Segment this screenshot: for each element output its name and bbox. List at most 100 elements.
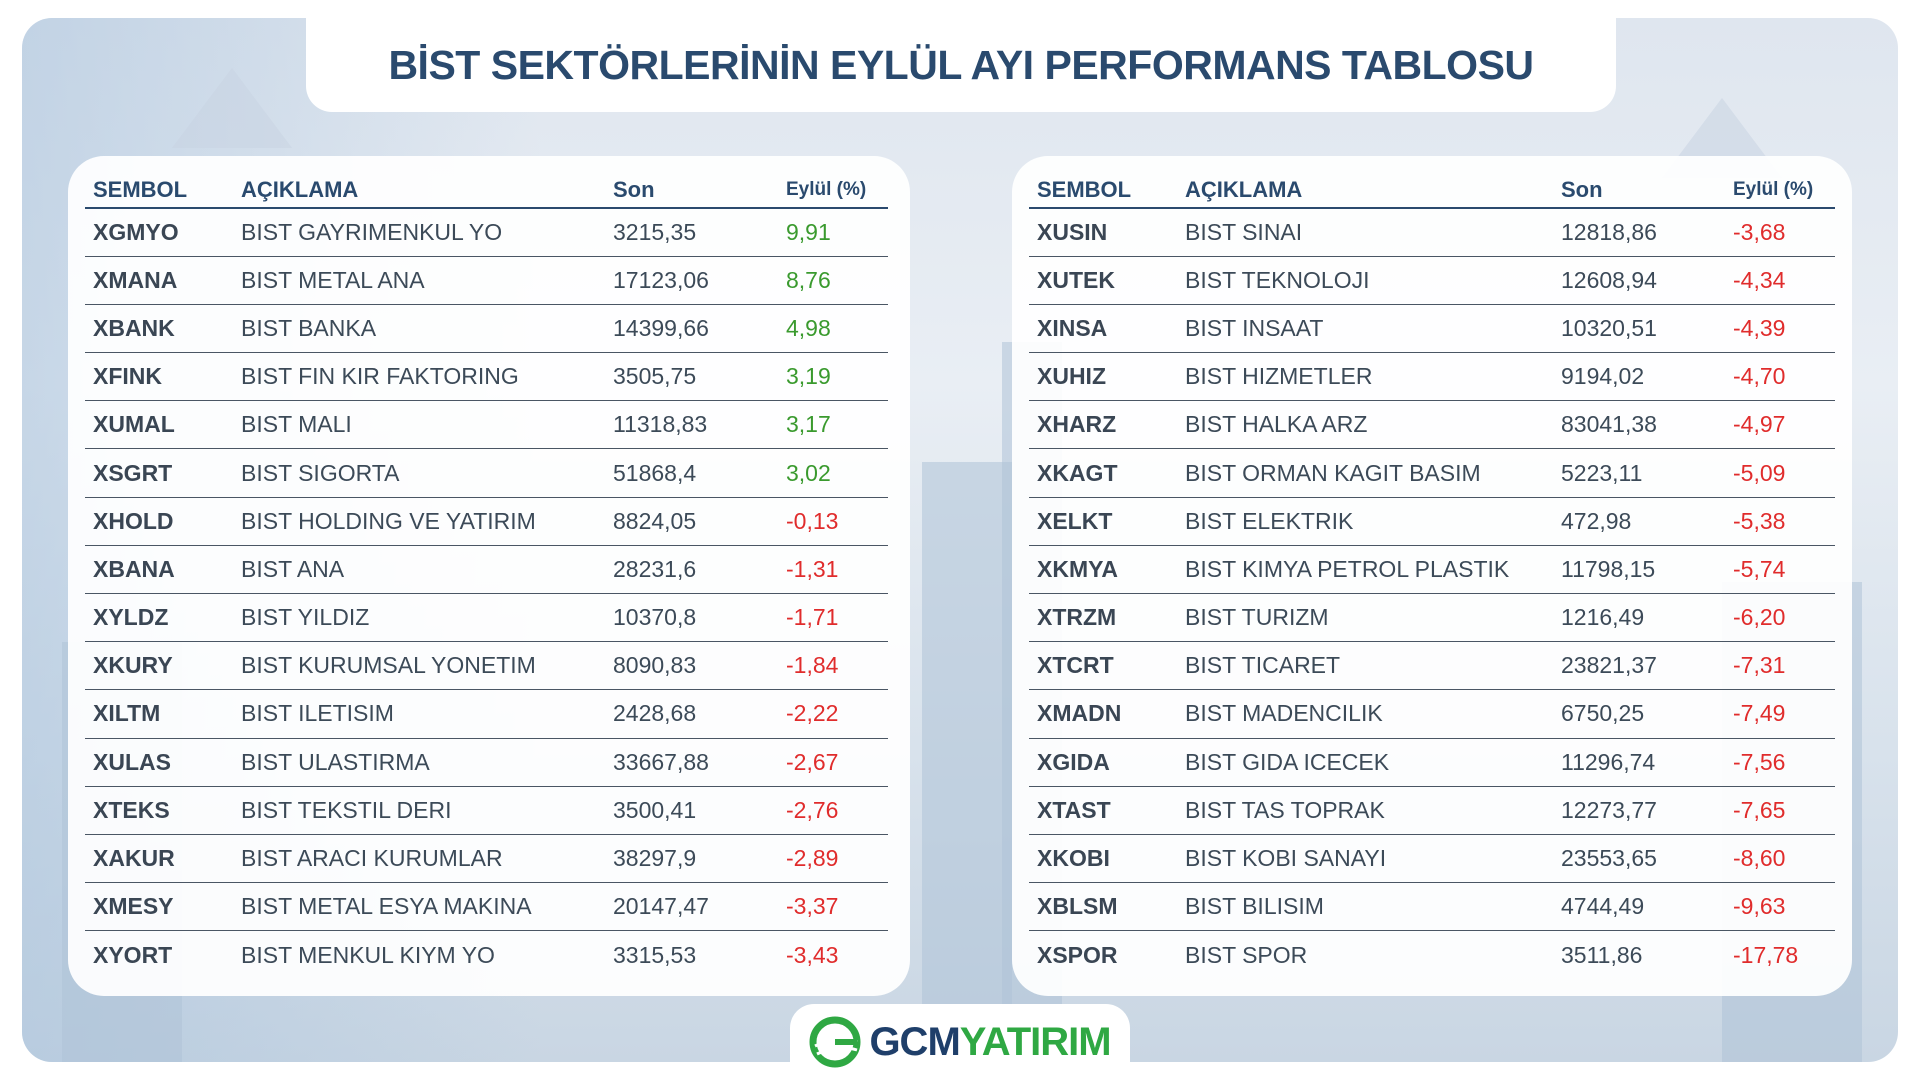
row-description: BIST SINAI bbox=[1177, 208, 1553, 257]
row-description: BIST MADENCILIK bbox=[1177, 689, 1553, 739]
row-last-value: 11296,74 bbox=[1553, 738, 1725, 787]
row-symbol: XILTM bbox=[85, 689, 233, 739]
row-description: BIST ULASTIRMA bbox=[233, 738, 605, 787]
row-description: BIST INSAAT bbox=[1177, 304, 1553, 354]
row-last-value: 23553,65 bbox=[1553, 834, 1725, 884]
row-change-percent: -4,39 bbox=[1725, 304, 1835, 354]
row-description: BIST GAYRIMENKUL YO bbox=[233, 208, 605, 257]
row-symbol: XINSA bbox=[1029, 304, 1177, 354]
row-change-percent: -2,76 bbox=[778, 786, 888, 835]
row-last-value: 11798,15 bbox=[1553, 545, 1725, 595]
row-symbol: XKURY bbox=[85, 641, 233, 691]
table-row: XUHIZ BIST HIZMETLER 9194,02 -4,70 bbox=[1029, 352, 1835, 402]
row-description: BIST FIN KIR FAKTORING bbox=[233, 352, 605, 402]
row-last-value: 472,98 bbox=[1553, 497, 1725, 546]
row-description: BIST SIGORTA bbox=[233, 448, 605, 498]
header-last: Son bbox=[605, 176, 778, 209]
table-row: XHOLD BIST HOLDING VE YATIRIM 8824,05 -0,13 bbox=[85, 497, 888, 546]
header-symbol: SEMBOL bbox=[1029, 176, 1177, 209]
header-change: Eylül (%) bbox=[778, 176, 888, 209]
table-row: XULAS BIST ULASTIRMA 33667,88 -2,67 bbox=[85, 738, 888, 787]
table-row: XGIDA BIST GIDA ICECEK 11296,74 -7,56 bbox=[1029, 738, 1835, 787]
table-row: XTCRT BIST TICARET 23821,37 -7,31 bbox=[1029, 641, 1835, 691]
row-last-value: 2428,68 bbox=[605, 689, 778, 739]
background-arrow-left bbox=[172, 68, 292, 148]
row-change-percent: -5,09 bbox=[1725, 448, 1835, 498]
row-last-value: 17123,06 bbox=[605, 256, 778, 305]
row-description: BIST TEKSTIL DERI bbox=[233, 786, 605, 835]
row-description: BIST BANKA bbox=[233, 304, 605, 354]
header-symbol: SEMBOL bbox=[85, 176, 233, 209]
row-last-value: 3215,35 bbox=[605, 208, 778, 257]
header-change: Eylül (%) bbox=[1725, 176, 1835, 209]
row-change-percent: 3,19 bbox=[778, 352, 888, 402]
row-symbol: XTEKS bbox=[85, 786, 233, 835]
row-symbol: XYORT bbox=[93, 941, 173, 968]
row-last-value: 83041,38 bbox=[1553, 400, 1725, 450]
row-description: BIST METAL ESYA MAKINA bbox=[233, 882, 605, 932]
header-description: AÇIKLAMA bbox=[1177, 176, 1553, 209]
row-description: BIST TAS TOPRAK bbox=[1177, 786, 1553, 835]
row-change-percent: -2,22 bbox=[778, 689, 888, 739]
row-change-percent: -9,63 bbox=[1725, 882, 1835, 932]
row-last-value: 14399,66 bbox=[605, 304, 778, 354]
row-change-percent: -3,68 bbox=[1725, 208, 1835, 257]
row-change-percent: -3,43 bbox=[786, 941, 839, 968]
row-change-percent: -0,13 bbox=[778, 497, 888, 546]
row-last-value: 8824,05 bbox=[605, 497, 778, 546]
row-symbol: XTCRT bbox=[1029, 641, 1177, 691]
row-last-value: 10370,8 bbox=[605, 593, 778, 643]
row-symbol: XGMYO bbox=[85, 208, 233, 257]
table-row: XILTM BIST ILETISIM 2428,68 -2,22 bbox=[85, 689, 888, 739]
row-last-value: 28231,6 bbox=[605, 545, 778, 595]
row-symbol: XUTEK bbox=[1029, 256, 1177, 305]
row-change-percent: -2,89 bbox=[778, 834, 888, 884]
row-description: BIST GIDA ICECEK bbox=[1177, 738, 1553, 787]
table-row: XYORT BIST MENKUL KIYM YO 3315,53 -3,43 bbox=[85, 931, 888, 979]
row-description: BIST HOLDING VE YATIRIM bbox=[233, 497, 605, 546]
row-description: BIST ARACI KURUMLAR bbox=[233, 834, 605, 884]
row-symbol: XAKUR bbox=[85, 834, 233, 884]
background-building bbox=[922, 462, 1012, 1062]
row-symbol: XHOLD bbox=[85, 497, 233, 546]
header-description: AÇIKLAMA bbox=[233, 176, 605, 209]
row-symbol: XSGRT bbox=[85, 448, 233, 498]
table-row: XSPOR BIST SPOR 3511,86 -17,78 bbox=[1029, 931, 1835, 979]
logo-banner: GCMYATIRIM bbox=[790, 1004, 1130, 1080]
row-last-value: 20147,47 bbox=[605, 882, 778, 932]
row-change-percent: -7,56 bbox=[1725, 738, 1835, 787]
row-description: BIST METAL ANA bbox=[233, 256, 605, 305]
row-change-percent: -3,37 bbox=[778, 882, 888, 932]
table-row: XBANA BIST ANA 28231,6 -1,31 bbox=[85, 545, 888, 595]
row-last-value: 12608,94 bbox=[1553, 256, 1725, 305]
logo-wordmark: GCMYATIRIM bbox=[869, 1020, 1111, 1065]
row-change-percent: -2,67 bbox=[778, 738, 888, 787]
row-change-percent: -5,74 bbox=[1725, 545, 1835, 595]
table-row: XHARZ BIST HALKA ARZ 83041,38 -4,97 bbox=[1029, 400, 1835, 450]
row-description: BIST ORMAN KAGIT BASIM bbox=[1177, 448, 1553, 498]
row-symbol: XSPOR bbox=[1037, 941, 1118, 968]
table-row: XUTEK BIST TEKNOLOJI 12608,94 -4,34 bbox=[1029, 256, 1835, 305]
table-row: XINSA BIST INSAAT 10320,51 -4,39 bbox=[1029, 304, 1835, 354]
row-last-value: 8090,83 bbox=[605, 641, 778, 691]
table-row: XAKUR BIST ARACI KURUMLAR 38297,9 -2,89 bbox=[85, 834, 888, 884]
table-header-row: SEMBOL AÇIKLAMA Son Eylül (%) bbox=[85, 176, 888, 209]
table-row: XKURY BIST KURUMSAL YONETIM 8090,83 -1,84 bbox=[85, 641, 888, 691]
row-description: BIST TEKNOLOJI bbox=[1177, 256, 1553, 305]
row-change-percent: 4,98 bbox=[778, 304, 888, 354]
row-last-value: 3315,53 bbox=[613, 941, 697, 968]
row-symbol: XUMAL bbox=[85, 400, 233, 450]
table-row: XKOBI BIST KOBI SANAYI 23553,65 -8,60 bbox=[1029, 834, 1835, 884]
table-row: XUSIN BIST SINAI 12818,86 -3,68 bbox=[1029, 208, 1835, 257]
row-description: BIST TICARET bbox=[1177, 641, 1553, 691]
row-change-percent: 9,91 bbox=[778, 208, 888, 257]
row-change-percent: -8,60 bbox=[1725, 834, 1835, 884]
table-row: XTRZM BIST TURIZM 1216,49 -6,20 bbox=[1029, 593, 1835, 643]
row-last-value: 4744,49 bbox=[1553, 882, 1725, 932]
row-change-percent: -17,78 bbox=[1733, 941, 1799, 968]
row-change-percent: -4,97 bbox=[1725, 400, 1835, 450]
row-last-value: 10320,51 bbox=[1553, 304, 1725, 354]
row-symbol: XMESY bbox=[85, 882, 233, 932]
row-symbol: XELKT bbox=[1029, 497, 1177, 546]
row-description: BIST BILISIM bbox=[1177, 882, 1553, 932]
